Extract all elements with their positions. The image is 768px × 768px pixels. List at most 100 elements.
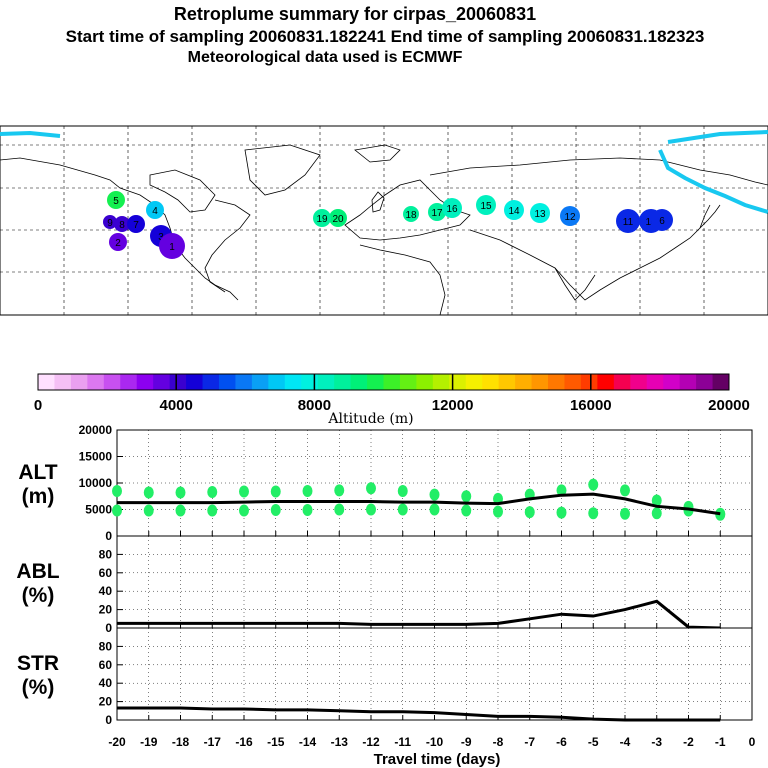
plume-label-day-2: 2 <box>115 238 121 249</box>
alt-scatter-point-day-13-upper <box>334 484 345 497</box>
xtick-label-3: -17 <box>204 735 222 749</box>
xtick-label-18: -2 <box>683 735 694 749</box>
colorbar-tick-1: 4000 <box>160 397 193 414</box>
plume-marker-day-14 <box>504 200 524 220</box>
alt-scatter-point-day-16-lower <box>239 504 249 517</box>
plume-marker-day-13 <box>530 203 550 223</box>
panel-label-alt: ALT <box>18 461 57 484</box>
alt-scatter-point-day-11-lower <box>397 503 408 516</box>
coast-africa <box>359 244 446 316</box>
colorbar-swatch-29 <box>515 374 533 390</box>
coast-uk <box>371 191 385 213</box>
alt-scatter-point-day-19-upper <box>143 486 154 499</box>
plume-label-day-6: 6 <box>659 216 665 227</box>
colorbar-tick-0: 0 <box>34 397 42 414</box>
colorbar-swatch-23 <box>416 374 434 390</box>
plume-label-day-8: 8 <box>119 220 125 231</box>
panel-abl: 0 20 40 60 80 ABL(%) <box>16 535 753 635</box>
colorbar-frame <box>37 373 730 391</box>
colorbar-swatch-24 <box>432 374 450 390</box>
map-panel: 20 19 18 17 16 15 14 13 12 11 10 9 8 7 6 5 4 3 2 1 <box>0 125 768 316</box>
plume-marker-day-18 <box>403 206 419 222</box>
panel-frame-str <box>116 627 753 721</box>
alt-scatter-point-day-13-lower <box>334 503 345 516</box>
xtick-label-20: 0 <box>749 735 756 749</box>
plume-label-day-15: 15 <box>480 201 492 212</box>
colorbar-swatch-7 <box>153 374 171 390</box>
colorbar-swatch-18 <box>334 374 352 390</box>
title-line-1: Retroplume summary for cirpas_20060831 <box>174 4 536 24</box>
colorbar-swatch-27 <box>482 374 500 390</box>
xtick-label-16: -4 <box>620 735 631 749</box>
plume-label-day-3: 3 <box>158 232 164 243</box>
panel-ytick-label-alt-0: 0 <box>105 529 112 543</box>
trajectory-track-arctic-west <box>0 130 61 138</box>
colorbar-swatch-15 <box>284 374 302 390</box>
plume-marker-day-4 <box>146 201 164 219</box>
alt-scatter-point-day-15-lower <box>270 504 281 517</box>
coast-india <box>554 267 596 301</box>
plume-label-day-20: 20 <box>332 214 344 225</box>
panel-ytick-label-abl-3: 60 <box>99 566 113 580</box>
colorbar-swatch-3 <box>87 374 105 390</box>
xtick-label-5: -15 <box>267 735 285 749</box>
xtick-label-0: -20 <box>108 735 126 749</box>
alt-scatter-point-day-20-lower <box>112 504 122 517</box>
colorbar-swatch-32 <box>564 374 582 390</box>
plume-marker-day-1 <box>159 233 185 259</box>
colorbar-tick-5: 20000 <box>708 397 750 414</box>
colorbar-swatch-1 <box>54 374 72 390</box>
plume-marker-day-5 <box>107 191 125 209</box>
panel-ytick-label-str-1: 20 <box>99 695 113 709</box>
plume-label-day-4: 4 <box>152 206 158 217</box>
xtick-label-12: -8 <box>493 735 504 749</box>
colorbar-swatch-30 <box>531 374 549 390</box>
plume-centroids: 20 19 18 17 16 15 14 13 12 11 10 9 8 7 6 5 4 3 2 1 <box>103 191 673 259</box>
colorbar-swatch-38 <box>663 374 681 390</box>
panel-frame-abl <box>116 535 753 629</box>
alt-scatter-point-day-12-lower <box>366 503 376 516</box>
xtick-label-11: -9 <box>461 735 472 749</box>
colorbar-swatch-10 <box>202 374 220 390</box>
alt-scatter-point-day-5-lower <box>588 507 599 520</box>
x-axis-title: Travel time (days) <box>374 751 501 768</box>
colorbar-swatch-22 <box>399 374 417 390</box>
colorbar-swatch-20 <box>367 374 384 390</box>
plume-marker-day-15 <box>476 195 496 215</box>
colorbar-swatch-14 <box>268 374 286 390</box>
alt-scatter-point-day-12-upper <box>366 482 376 495</box>
plume-label-day-16: 16 <box>446 204 458 215</box>
colorbar-swatch-26 <box>465 374 483 390</box>
colorbar-tick-4: 16000 <box>570 397 612 414</box>
plume-marker-day-7 <box>127 215 145 233</box>
panel-label-str: STR <box>17 652 59 675</box>
alt-scatter-point-day-10-lower <box>429 503 440 516</box>
colorbar-swatch-35 <box>613 374 631 390</box>
coast-hudson <box>149 169 216 213</box>
panel-ytick-label-abl-2: 40 <box>99 584 113 598</box>
alt-scatter-point-day-7-lower <box>524 506 535 519</box>
plume-label-day-12: 12 <box>564 212 576 223</box>
panel-label-abl: ABL <box>16 560 59 583</box>
coast-greenland <box>244 144 321 196</box>
coast-arctic-is <box>354 144 401 163</box>
panel-ytick-label-alt-4: 20000 <box>79 423 113 437</box>
plume-marker-day-20 <box>329 209 347 227</box>
xtick-label-17: -3 <box>651 735 662 749</box>
panel-unit-str: (%) <box>22 676 55 699</box>
colorbar-swatch-5 <box>120 374 138 390</box>
time-series-panels: 05000100001500020000ALT(m)020406080ABL(%… <box>16 423 755 768</box>
xtick-label-9: -11 <box>394 735 411 749</box>
xtick-label-15: -5 <box>588 735 599 749</box>
xtick-label-19: -1 <box>715 735 726 749</box>
alt-scatter-point-day-14-lower <box>302 504 313 517</box>
coast-japan <box>699 204 721 229</box>
alt-scatter-point-day-17-upper <box>207 486 218 499</box>
panel-ytick-label-abl-4: 80 <box>99 547 113 561</box>
colorbar-swatch-2 <box>70 374 88 390</box>
altitude-colorbar: 0 4000 8000 12000 16000 20000 <box>34 373 750 414</box>
alt-scatter-point-day-4-upper <box>620 484 630 497</box>
xtick-label-4: -16 <box>235 735 253 749</box>
colorbar-swatch-12 <box>235 374 253 390</box>
colorbar-swatch-21 <box>383 374 401 390</box>
